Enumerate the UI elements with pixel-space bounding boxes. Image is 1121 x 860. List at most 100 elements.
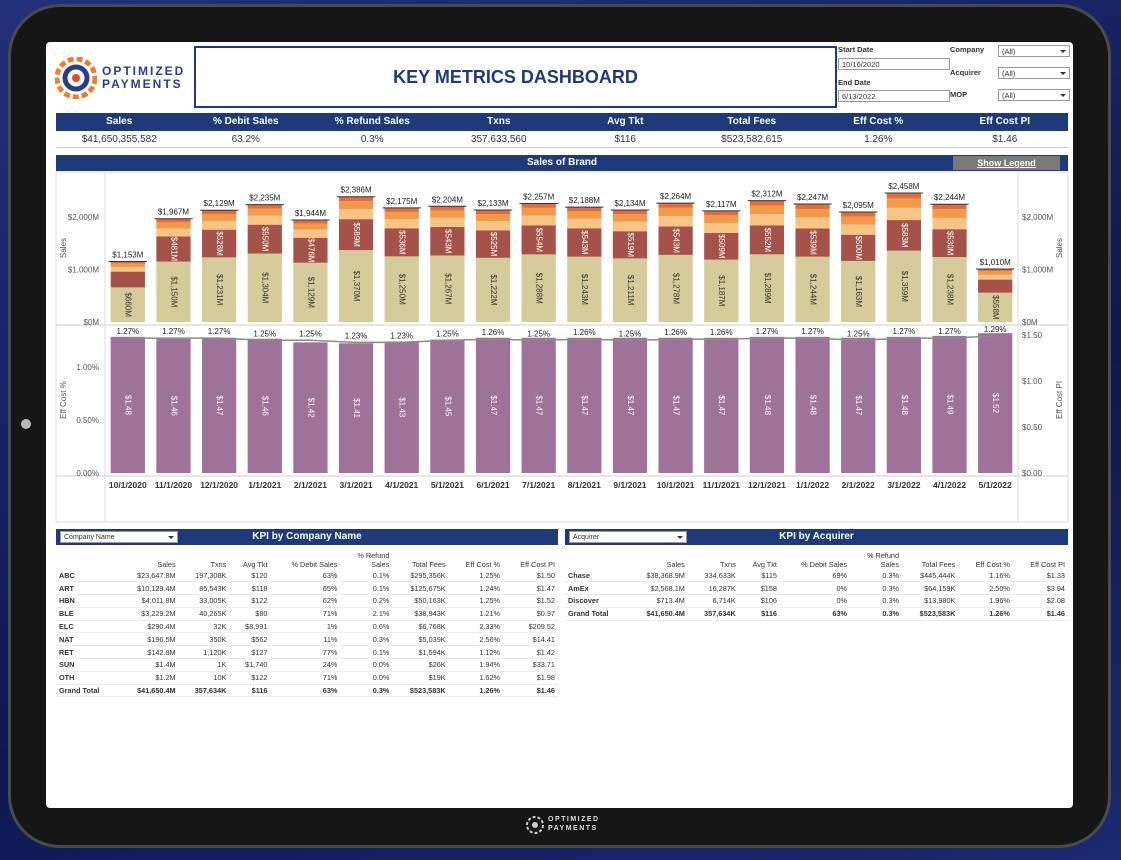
chart-header: Sales of Brand <box>56 155 1068 171</box>
x-tick-label: 11/1/2020 <box>155 480 193 490</box>
bar-label: $1.48 <box>763 395 772 416</box>
line-label: 1.25% <box>619 329 642 338</box>
dropdown[interactable]: Acquirer <box>569 531 687 543</box>
dropdown[interactable]: (All) <box>998 67 1070 79</box>
bar-segment <box>338 219 374 251</box>
row-label: Chase <box>565 569 628 583</box>
kpi-value: 1.26% <box>864 134 893 145</box>
bar-label: $1.46 <box>169 396 178 417</box>
total-label: $2,133M <box>477 199 508 208</box>
total-label: $2,312M <box>751 190 782 199</box>
legend-button[interactable]: Show Legend <box>953 156 1060 170</box>
cell: $1.4M <box>118 658 179 672</box>
bar-segment <box>293 237 328 263</box>
cell: $1,594K <box>392 645 449 660</box>
bar-segment <box>430 255 465 322</box>
bar-label: $1.47 <box>717 395 726 416</box>
bar-segment <box>384 207 419 212</box>
tick-label: $1,000M <box>1022 266 1053 275</box>
cell: $295,356K <box>392 569 449 583</box>
cell: $13,980K <box>902 594 959 608</box>
cell: $127 <box>229 645 271 660</box>
date-input[interactable]: 6/13/2022 <box>838 90 950 102</box>
bar-segment <box>475 230 511 258</box>
bar-segment <box>658 203 693 208</box>
bar-segment <box>110 271 145 288</box>
bar-segment <box>156 261 191 322</box>
cell: 77% <box>270 645 341 660</box>
dropdown[interactable]: Company Name <box>60 531 178 543</box>
bar <box>384 341 419 473</box>
segment-label: $1,231M <box>215 274 224 305</box>
bar-segment <box>886 198 921 208</box>
bar-segment <box>156 236 191 262</box>
segment-label: $500M <box>854 236 863 261</box>
cell: 357,634K <box>178 684 230 698</box>
bar-segment <box>841 260 876 322</box>
segment-label: $550M <box>261 227 270 252</box>
bar-segment <box>567 218 602 229</box>
line-label: 1.25% <box>436 329 459 338</box>
cell: $33.71 <box>503 658 558 672</box>
bar-label: $1.45 <box>443 396 452 417</box>
dropdown[interactable]: (All) <box>998 89 1070 101</box>
row-label: RET <box>56 645 119 660</box>
bar-label: $1.47 <box>626 395 635 416</box>
logo-icon <box>55 57 97 99</box>
cell: 0.1% <box>340 569 393 583</box>
total-label: $1,010M <box>980 258 1011 267</box>
bar-segment <box>521 254 556 322</box>
segment-label: $1,244M <box>808 274 817 305</box>
bar-segment <box>293 229 328 238</box>
total-label: $2,244M <box>934 193 965 202</box>
cell: $10,129.4M <box>118 581 179 596</box>
cell: 0% <box>779 594 850 608</box>
bar-segment <box>932 204 967 210</box>
cell: $1.33 <box>1012 569 1068 583</box>
cell: $38,368.9M <box>627 569 688 583</box>
filter-label: End Date <box>838 78 871 87</box>
bar <box>475 337 511 473</box>
cell: 2.33% <box>448 620 504 634</box>
bar-segment <box>475 210 511 215</box>
bar-segment <box>612 209 648 215</box>
dashboard-title: KEY METRICS DASHBOARD <box>194 46 837 108</box>
dropdown[interactable]: (All) <box>998 45 1070 57</box>
date-input[interactable]: 10/16/2020 <box>838 58 950 70</box>
cell: $26K <box>392 658 449 672</box>
segment-label: $481M <box>169 237 178 262</box>
cell: $80 <box>229 607 271 621</box>
cell: $14.41 <box>503 632 558 647</box>
segment-label: $552M <box>763 228 772 253</box>
cell: $158 <box>738 581 780 596</box>
bar-label: $1.47 <box>535 395 544 416</box>
cell: $562 <box>229 632 271 647</box>
cell: $523,583K <box>392 684 449 698</box>
bar-label: $1.52 <box>991 393 1000 414</box>
cell: 16,287K <box>687 581 739 596</box>
x-tick-label: 5/1/2021 <box>431 480 464 490</box>
bar-segment <box>338 196 374 202</box>
kpi-table: Sales Txns Avg Tkt % Debit Sales % Refund Sa… <box>56 551 558 698</box>
column-header: Txns <box>719 560 736 569</box>
axis-title: Eff Cost PI <box>1055 381 1064 419</box>
segment-label: $1,238M <box>945 274 954 305</box>
cell: 63% <box>779 607 850 621</box>
cell: $1.52 <box>503 594 558 608</box>
x-tick-label: 12/1/2020 <box>200 480 238 490</box>
segment-label: $519M <box>626 233 635 258</box>
row-label: AmEx <box>565 581 628 596</box>
cell: $290.4M <box>118 620 179 634</box>
table-row: ELC $290.4M 32K $8,991 1% 0.6% $6,768K 2.33% $20… <box>56 620 558 634</box>
cell: $523,583K <box>902 607 959 621</box>
tick-label: $2,000M <box>68 213 99 222</box>
bar-segment <box>156 228 191 237</box>
bar <box>247 338 282 473</box>
header-row: Sales Txns Avg Tkt % Debit Sales % Refund Sa… <box>565 551 1068 569</box>
cell: $8,991 <box>229 620 271 634</box>
cell: $4,011.8M <box>118 594 179 608</box>
cell: $122 <box>229 594 271 608</box>
bar <box>430 339 465 473</box>
bar-segment <box>384 219 419 229</box>
